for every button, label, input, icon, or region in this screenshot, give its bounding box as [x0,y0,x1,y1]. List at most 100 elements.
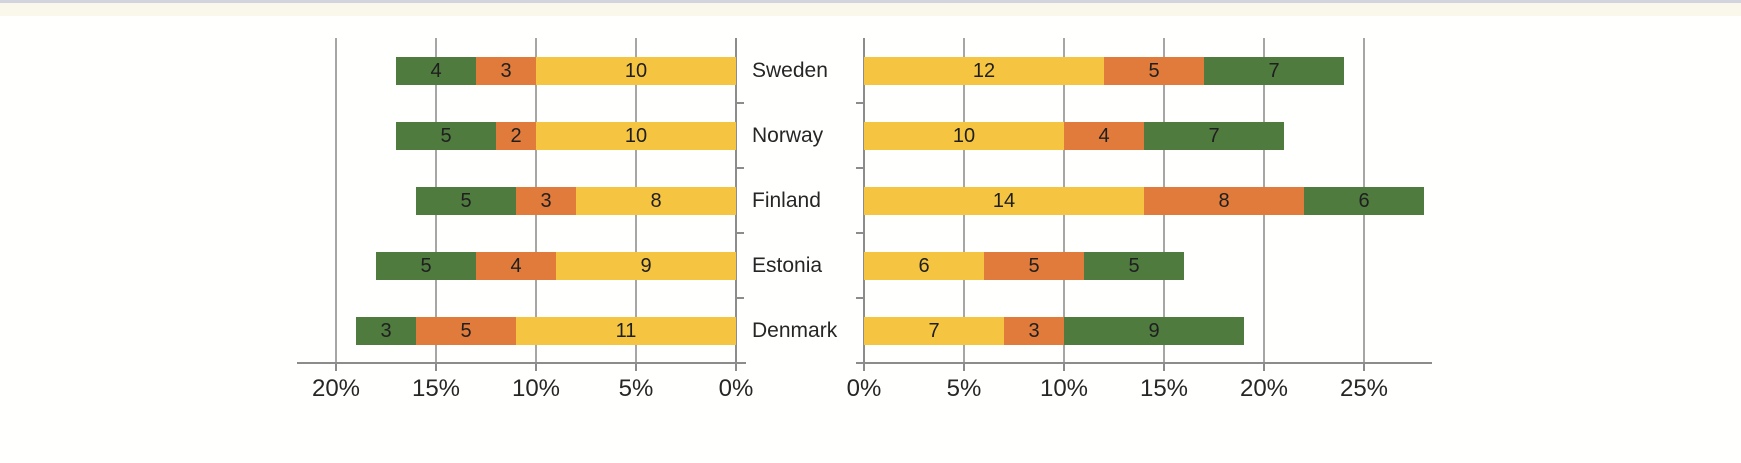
left-bar-norway: 5 2 10 [396,122,736,150]
axis-tick-label: 15% [411,375,461,402]
bar-value-label: 2 [510,124,522,147]
axis-tick [1063,363,1065,371]
bar-segment-yellow: 6 [864,252,984,280]
axis-tick-label: 20% [311,375,361,402]
axis-tick [735,363,737,371]
category-label-sweden: Sweden [752,59,828,82]
category-label-norway: Norway [752,124,824,147]
bar-value-label: 7 [1268,59,1280,82]
bar-value-label: 3 [380,319,392,342]
left-bar-finland: 5 3 8 [416,187,736,215]
bar-segment-green: 9 [1064,317,1244,345]
axis-tick [1263,363,1265,371]
bar-value-label: 5 [440,124,452,147]
left-bar-sweden: 4 3 10 [396,57,736,85]
axis-tick [635,363,637,371]
right-bar-norway: 10 4 7 [864,122,1284,150]
bar-value-label: 3 [500,59,512,82]
bar-value-label: 5 [460,189,472,212]
axis-tick-label: 10% [511,375,561,402]
bar-segment-green: 3 [356,317,416,345]
bar-segment-green: 5 [376,252,476,280]
bar-segment-orange: 3 [476,57,536,85]
bar-value-label: 5 [420,254,432,277]
axis-tick [535,363,537,371]
axis-tick [863,363,865,371]
bar-segment-orange: 3 [1004,317,1064,345]
bar-value-label: 6 [1358,189,1370,212]
bar-segment-yellow: 10 [864,122,1064,150]
bar-value-label: 9 [640,254,652,277]
bar-segment-yellow: 10 [536,57,736,85]
bar-segment-orange: 2 [496,122,536,150]
left-bar-estonia: 5 4 9 [376,252,736,280]
bar-value-label: 4 [1098,124,1110,147]
category-boundary-tick [736,232,744,234]
right-bar-estonia: 6 5 5 [864,252,1184,280]
bar-value-label: 12 [972,59,996,82]
bar-value-label: 10 [952,124,976,147]
right-bar-denmark: 7 3 9 [864,317,1244,345]
axis-tick [1363,363,1365,371]
axis-tick [963,363,965,371]
bar-segment-yellow: 8 [576,187,736,215]
bar-value-label: 9 [1148,319,1160,342]
category-boundary-tick [736,297,744,299]
bar-segment-green: 7 [1204,57,1344,85]
gridline [335,38,337,363]
bar-segment-yellow: 10 [536,122,736,150]
bar-segment-green: 4 [396,57,476,85]
axis-tick [435,363,437,371]
bar-value-label: 10 [624,124,648,147]
bar-segment-green: 6 [1304,187,1424,215]
bar-value-label: 4 [430,59,442,82]
bar-value-label: 4 [510,254,522,277]
category-boundary-tick [736,102,744,104]
bar-segment-yellow: 9 [556,252,736,280]
axis-tick-label: 5% [946,375,982,402]
bar-segment-green: 5 [416,187,516,215]
category-boundary-tick [856,167,864,169]
right-bar-finland: 14 8 6 [864,187,1424,215]
bar-segment-green: 7 [1144,122,1284,150]
axis-tick-label: 5% [618,375,654,402]
bar-segment-green: 5 [1084,252,1184,280]
bar-segment-yellow: 14 [864,187,1144,215]
bar-value-label: 6 [918,254,930,277]
value-axis-line [856,362,1432,364]
axis-tick-label: 25% [1339,375,1389,402]
bar-value-label: 5 [1148,59,1160,82]
axis-tick-label: 0% [718,375,754,402]
bar-value-label: 7 [928,319,940,342]
axis-tick-label: 0% [846,375,882,402]
category-boundary-tick [736,167,744,169]
axis-tick [1163,363,1165,371]
category-label-denmark: Denmark [752,319,838,342]
category-axis-line [735,38,737,363]
category-label-estonia: Estonia [752,254,823,277]
bar-value-label: 14 [992,189,1016,212]
bar-segment-orange: 5 [1104,57,1204,85]
bar-value-label: 5 [460,319,472,342]
right-bar-sweden: 12 5 7 [864,57,1344,85]
bar-value-label: 5 [1128,254,1140,277]
axis-tick-label: 10% [1039,375,1089,402]
category-boundary-tick [856,102,864,104]
bar-segment-yellow: 12 [864,57,1104,85]
bar-segment-orange: 8 [1144,187,1304,215]
category-boundary-tick [856,297,864,299]
bar-segment-yellow: 11 [516,317,736,345]
axis-tick-label: 15% [1139,375,1189,402]
axis-tick [335,363,337,371]
bar-value-label: 8 [650,189,662,212]
category-label-finland: Finland [752,189,821,212]
bar-value-label: 3 [540,189,552,212]
category-boundary-tick [856,232,864,234]
bar-value-label: 8 [1218,189,1230,212]
bar-value-label: 11 [615,319,637,342]
bar-segment-orange: 5 [416,317,516,345]
bar-segment-orange: 4 [1064,122,1144,150]
top-border [0,0,1741,3]
bar-segment-orange: 4 [476,252,556,280]
